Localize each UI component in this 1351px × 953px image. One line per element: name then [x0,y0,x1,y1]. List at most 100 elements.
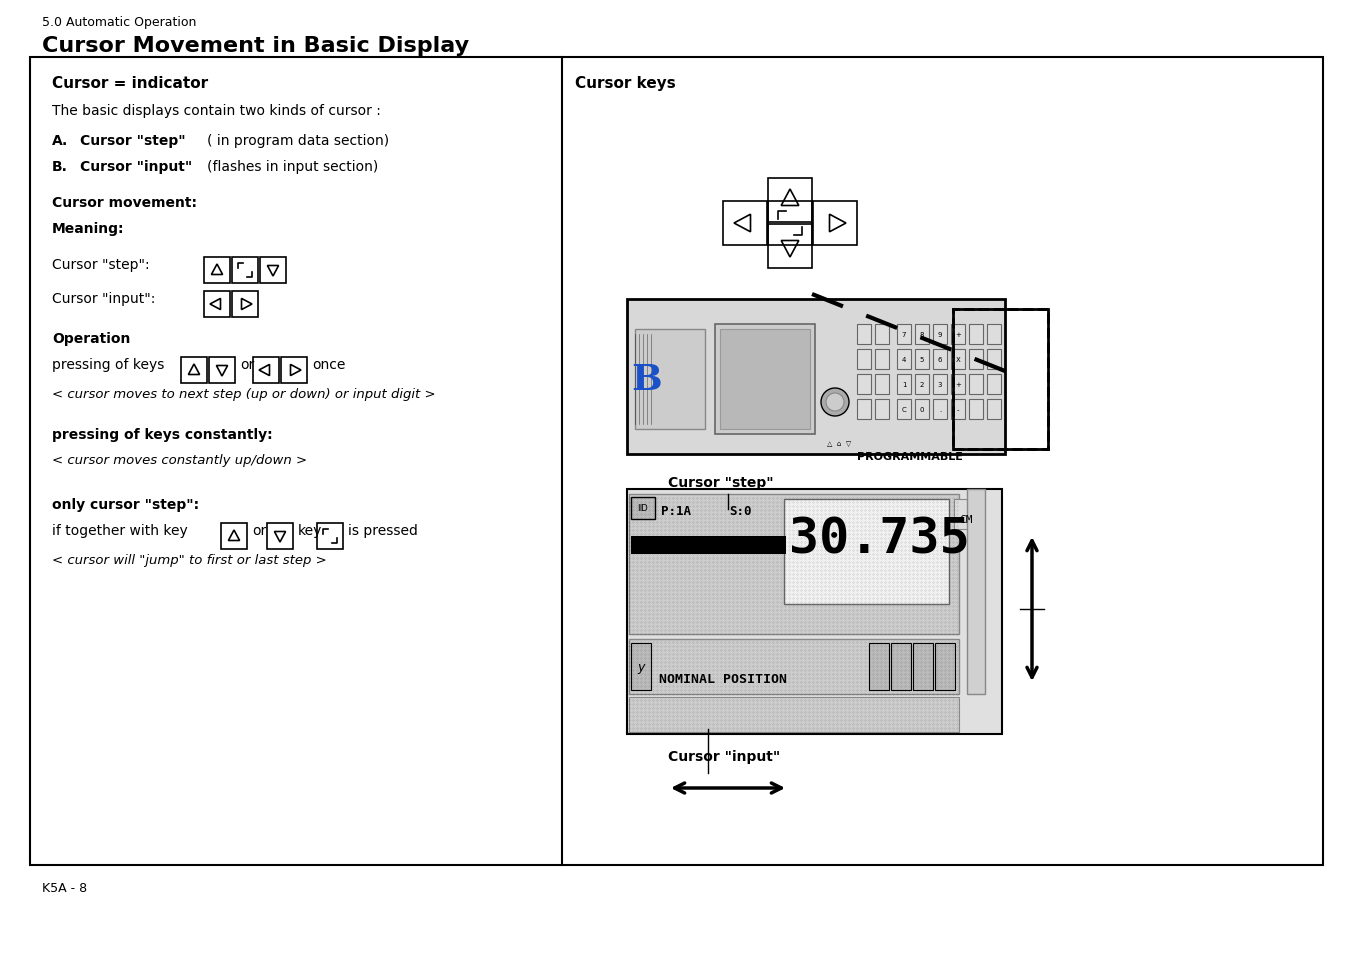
Bar [767,179,812,223]
Text: 8: 8 [920,332,924,337]
Text: is pressed: is pressed [349,523,417,537]
Text: P:1A: P:1A [661,504,690,517]
Bar [969,399,984,419]
Text: < cursor moves constantly up/down >: < cursor moves constantly up/down > [51,454,307,467]
Bar [897,399,911,419]
Text: +: + [955,332,961,337]
Bar [952,310,1048,450]
Text: 5.0 Automatic Operation: 5.0 Automatic Operation [42,16,196,29]
Text: Cursor keys: Cursor keys [576,76,676,91]
Bar [969,375,984,395]
Text: or: or [240,357,254,372]
Bar [630,639,959,695]
Bar [222,523,247,550]
Bar [915,350,929,370]
Bar [204,292,230,317]
Bar [934,325,947,345]
Bar [897,375,911,395]
Text: .: . [939,407,942,413]
Bar [631,643,651,690]
Text: △  ⌂  ▽: △ ⌂ ▽ [827,440,851,447]
Bar [897,325,911,345]
Text: 5: 5 [920,356,924,363]
Text: The basic displays contain two kinds of cursor :: The basic displays contain two kinds of … [51,104,381,118]
Text: pressing of keys constantly:: pressing of keys constantly: [51,428,273,441]
Text: -: - [957,407,959,413]
Text: 1: 1 [901,381,907,388]
Text: A.: A. [51,133,69,148]
Text: C: C [901,407,907,413]
Bar [723,202,767,246]
Bar [988,375,1001,395]
Bar [720,330,811,430]
Bar [30,58,1323,865]
Bar [317,523,343,550]
Text: pressing of keys: pressing of keys [51,357,165,372]
Bar [954,499,979,530]
Text: 4: 4 [902,356,907,363]
Bar [267,523,293,550]
Bar [232,292,258,317]
Bar [181,357,207,384]
Bar [935,643,955,690]
Text: ⅡD: ⅡD [638,504,648,513]
Bar [635,330,705,430]
Text: 6: 6 [938,356,942,363]
Text: Meaning:: Meaning: [51,222,124,235]
Text: 30.735: 30.735 [789,515,970,562]
Text: Operation: Operation [51,332,131,346]
Text: 3: 3 [938,381,942,388]
Bar [892,643,911,690]
Text: or: or [253,523,266,537]
Circle shape [825,394,844,412]
Text: Cursor "step":: Cursor "step": [51,257,150,272]
Bar [857,325,871,345]
Text: 0: 0 [920,407,924,413]
Bar [988,350,1001,370]
Text: (flashes in input section): (flashes in input section) [207,160,378,173]
Bar [951,350,965,370]
Text: B.: B. [51,160,68,173]
Bar [875,399,889,419]
Bar [915,375,929,395]
Text: 2: 2 [920,381,924,388]
Text: +: + [955,381,961,388]
Text: Cursor movement:: Cursor movement: [51,195,197,210]
Bar [915,325,929,345]
Bar [281,357,307,384]
Bar [915,399,929,419]
Bar [934,350,947,370]
Bar [875,350,889,370]
Bar [259,257,286,284]
Bar [204,257,230,284]
Bar [875,325,889,345]
Text: Cursor Movement in Basic Display: Cursor Movement in Basic Display [42,36,469,56]
Bar [969,350,984,370]
Text: ( in program data section): ( in program data section) [207,133,389,148]
Bar [857,350,871,370]
Bar [630,698,959,732]
Circle shape [821,389,848,416]
Text: S:0: S:0 [730,504,751,517]
Text: X: X [955,356,961,363]
Bar [232,257,258,284]
Bar [934,399,947,419]
Bar [934,375,947,395]
Text: Cursor "input": Cursor "input" [667,749,781,763]
Text: if together with key: if together with key [51,523,188,537]
Bar [627,490,1002,734]
Bar [627,299,1005,455]
Bar [913,643,934,690]
Text: once: once [312,357,346,372]
Text: 9: 9 [938,332,942,337]
Text: K5A - 8: K5A - 8 [42,882,86,894]
Bar [767,202,812,246]
Bar [951,399,965,419]
Bar [967,490,985,695]
Bar [951,375,965,395]
Text: Cursor "input":: Cursor "input": [51,292,155,306]
Bar [875,375,889,395]
Bar [988,399,1001,419]
Text: Cursor "step": Cursor "step" [80,133,185,148]
Text: only cursor "step":: only cursor "step": [51,497,199,512]
